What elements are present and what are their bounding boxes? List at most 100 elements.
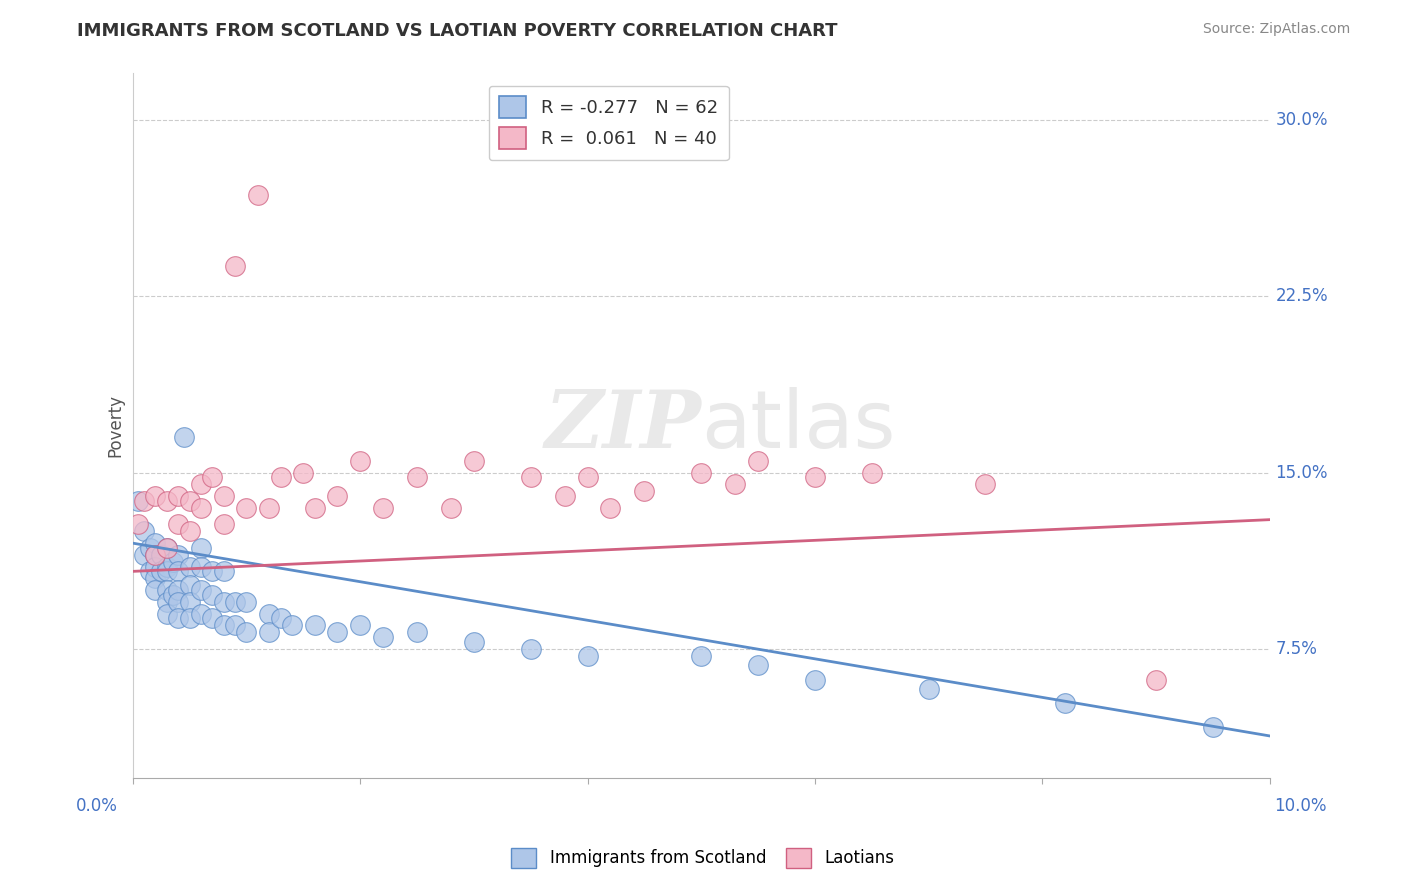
- Point: [167, 611, 190, 625]
- Point: [304, 500, 326, 515]
- Point: [162, 555, 184, 569]
- Point: [804, 673, 827, 687]
- Point: [167, 548, 190, 562]
- Point: [179, 559, 201, 574]
- Point: [145, 571, 167, 585]
- Text: IMMIGRANTS FROM SCOTLAND VS LAOTIAN POVERTY CORRELATION CHART: IMMIGRANTS FROM SCOTLAND VS LAOTIAN POVE…: [77, 22, 838, 40]
- Point: [134, 493, 156, 508]
- Legend: Immigrants from Scotland, Laotians: Immigrants from Scotland, Laotians: [505, 841, 901, 875]
- Point: [145, 536, 167, 550]
- Point: [917, 681, 939, 696]
- Point: [974, 477, 997, 491]
- Point: [270, 470, 292, 484]
- Point: [190, 583, 212, 598]
- Text: atlas: atlas: [702, 386, 896, 465]
- Point: [150, 548, 173, 562]
- Point: [235, 625, 257, 640]
- Point: [224, 259, 246, 273]
- Point: [212, 565, 235, 579]
- Point: [281, 618, 304, 632]
- Point: [156, 559, 179, 574]
- Point: [690, 648, 713, 663]
- Point: [167, 517, 190, 532]
- Point: [190, 559, 212, 574]
- Point: [167, 583, 190, 598]
- Point: [156, 607, 179, 621]
- Point: [257, 607, 280, 621]
- Point: [304, 618, 326, 632]
- Point: [463, 454, 485, 468]
- Point: [145, 489, 167, 503]
- Point: [156, 493, 179, 508]
- Point: [224, 618, 246, 632]
- Point: [190, 500, 212, 515]
- Point: [173, 430, 195, 444]
- Point: [690, 466, 713, 480]
- Point: [179, 578, 201, 592]
- Point: [406, 470, 429, 484]
- Point: [190, 607, 212, 621]
- Text: Source: ZipAtlas.com: Source: ZipAtlas.com: [1202, 22, 1350, 37]
- Point: [145, 583, 167, 598]
- Point: [145, 559, 167, 574]
- Point: [224, 595, 246, 609]
- Point: [747, 658, 769, 673]
- Point: [212, 618, 235, 632]
- Text: 15.0%: 15.0%: [1275, 464, 1327, 482]
- Y-axis label: Poverty: Poverty: [107, 394, 124, 457]
- Point: [633, 484, 655, 499]
- Point: [257, 500, 280, 515]
- Point: [519, 642, 541, 657]
- Point: [167, 489, 190, 503]
- Text: 10.0%: 10.0%: [1274, 797, 1326, 815]
- Text: 30.0%: 30.0%: [1275, 111, 1327, 129]
- Point: [349, 454, 371, 468]
- Point: [201, 470, 224, 484]
- Point: [179, 595, 201, 609]
- Point: [212, 489, 235, 503]
- Point: [127, 493, 149, 508]
- Text: 0.0%: 0.0%: [76, 797, 118, 815]
- Point: [554, 489, 576, 503]
- Point: [156, 541, 179, 555]
- Point: [127, 517, 149, 532]
- Point: [156, 595, 179, 609]
- Point: [576, 648, 599, 663]
- Point: [576, 470, 599, 484]
- Point: [747, 454, 769, 468]
- Text: 22.5%: 22.5%: [1275, 287, 1327, 305]
- Point: [371, 500, 394, 515]
- Point: [371, 630, 394, 644]
- Point: [167, 565, 190, 579]
- Legend: R = -0.277   N = 62, R =  0.061   N = 40: R = -0.277 N = 62, R = 0.061 N = 40: [488, 86, 728, 161]
- Point: [1202, 719, 1225, 733]
- Point: [201, 565, 224, 579]
- Point: [212, 517, 235, 532]
- Point: [190, 541, 212, 555]
- Point: [139, 565, 162, 579]
- Point: [519, 470, 541, 484]
- Point: [257, 625, 280, 640]
- Point: [326, 489, 349, 503]
- Point: [235, 500, 257, 515]
- Point: [145, 548, 167, 562]
- Point: [139, 541, 162, 555]
- Point: [167, 595, 190, 609]
- Point: [201, 611, 224, 625]
- Point: [1053, 696, 1076, 710]
- Point: [860, 466, 883, 480]
- Text: 7.5%: 7.5%: [1275, 640, 1317, 658]
- Point: [292, 466, 315, 480]
- Point: [179, 611, 201, 625]
- Point: [804, 470, 827, 484]
- Point: [1144, 673, 1167, 687]
- Point: [156, 541, 179, 555]
- Point: [190, 477, 212, 491]
- Point: [150, 565, 173, 579]
- Point: [212, 595, 235, 609]
- Point: [270, 611, 292, 625]
- Point: [134, 548, 156, 562]
- Point: [246, 188, 269, 202]
- Text: ZIP: ZIP: [544, 387, 702, 465]
- Point: [406, 625, 429, 640]
